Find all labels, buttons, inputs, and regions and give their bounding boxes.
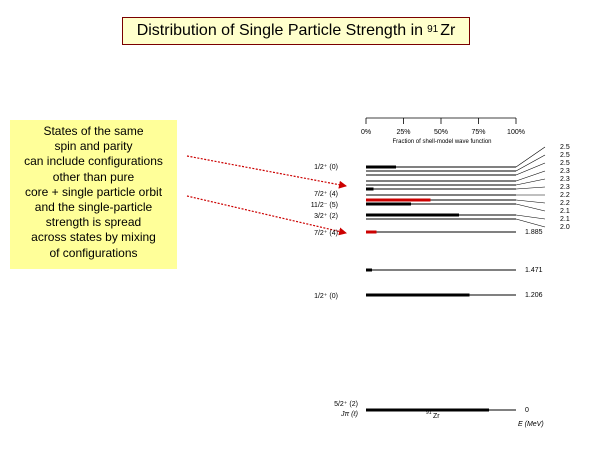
fan-connector bbox=[515, 146, 546, 168]
spin-parity-header: Jπ (ℓ) bbox=[340, 411, 358, 418]
energy-level: 1.471 bbox=[366, 267, 543, 274]
slide-title: Distribution of Single Particle Strength… bbox=[122, 17, 470, 45]
scale-caption: Fraction of shell-model wave function bbox=[392, 139, 491, 145]
note-line: spin and parity bbox=[54, 139, 133, 154]
scale-tick-label: 75% bbox=[471, 129, 485, 136]
scale-tick-label: 25% bbox=[396, 129, 410, 136]
level-spin-parity: 5/2⁺ (2) bbox=[334, 401, 358, 408]
fraction-scale: 0% 25% 50% 75% 100% Fraction of shell-mo… bbox=[361, 117, 525, 145]
scale-tick-label: 100% bbox=[507, 129, 525, 136]
pointer-arrow-lower bbox=[186, 195, 347, 236]
energy-label-fan: 2.5 2.5 2.5 2.3 2.3 2.3 2.2 2.2 bbox=[515, 144, 570, 231]
fan-connector bbox=[515, 199, 546, 204]
note-line: of configurations bbox=[49, 245, 138, 260]
energy-header: E (MeV) bbox=[518, 421, 544, 428]
fan-connector bbox=[515, 214, 546, 220]
fan-energy-label: 2.3 bbox=[560, 176, 570, 183]
fan-energy-label: 2.1 bbox=[560, 208, 570, 215]
energy-level: 5/2⁺ (2) 0 bbox=[334, 401, 529, 414]
note-line: States of the same bbox=[43, 124, 144, 138]
note-line: across states by mixing bbox=[31, 230, 156, 245]
fan-entry: 2.2 bbox=[516, 192, 570, 199]
fan-energy-label: 2.2 bbox=[560, 192, 570, 199]
fan-energy-label: 2.5 bbox=[560, 160, 570, 167]
note-line: can include configurations bbox=[24, 154, 163, 169]
fan-energy-label: 2.2 bbox=[560, 200, 570, 207]
nucleus-symbol: Zr bbox=[433, 413, 440, 420]
scale-tick-label: 50% bbox=[434, 129, 448, 136]
level-spin-parity: 7/2⁺ (4) bbox=[314, 191, 338, 198]
fan-connector bbox=[515, 186, 546, 190]
level-spin-parity: 11/2⁻ (5) bbox=[311, 202, 338, 209]
level-spin-parity: 1/2⁺ (0) bbox=[314, 164, 338, 171]
title-element: Zr bbox=[440, 22, 456, 39]
level-energy: 1.206 bbox=[525, 292, 543, 299]
fan-connector bbox=[515, 170, 546, 182]
title-mass-number: 91 bbox=[427, 23, 439, 35]
fan-entry: 2.1 bbox=[515, 214, 570, 223]
level-energy: 0 bbox=[525, 407, 529, 414]
level-spin-parity: 3/2⁺ (2) bbox=[314, 213, 338, 220]
fan-entry: 2.2 bbox=[515, 199, 570, 207]
fan-entry: 2.5 bbox=[515, 160, 570, 176]
nucleus-mass-number: 91 bbox=[426, 410, 432, 416]
energy-level: 7/2⁺ (4) 1.885 bbox=[314, 229, 543, 237]
note-line: strength is spread bbox=[45, 215, 142, 230]
energy-level: 11/2⁻ (5) bbox=[311, 202, 516, 209]
energy-level: 3/2⁺ (2) bbox=[314, 213, 516, 220]
title-text: Distribution of Single Particle Strength… bbox=[136, 22, 424, 39]
fan-entry: 2.1 bbox=[515, 203, 570, 215]
fan-energy-label: 2.3 bbox=[560, 168, 570, 175]
fan-connector bbox=[515, 178, 546, 186]
fan-energy-label: 2.0 bbox=[560, 224, 570, 231]
note-line: and the single-particle bbox=[34, 200, 153, 215]
note-line: other than pure bbox=[52, 169, 135, 184]
fan-connector bbox=[515, 218, 546, 228]
level-energy: 1.471 bbox=[525, 267, 543, 274]
explanation-note: States of the same spin and parity can i… bbox=[10, 120, 177, 269]
fan-energy-label: 2.1 bbox=[560, 216, 570, 223]
level-spin-parity: 7/2⁺ (4) bbox=[314, 230, 338, 237]
fan-connector bbox=[515, 154, 546, 172]
level-spin-parity: 1/2⁺ (0) bbox=[314, 293, 338, 300]
energy-level: 1/2⁺ (0) bbox=[314, 164, 516, 171]
fan-entry: 2.3 bbox=[515, 184, 570, 191]
fan-entry: 2.0 bbox=[515, 218, 570, 231]
fan-energy-label: 2.5 bbox=[560, 144, 570, 151]
fan-connector bbox=[515, 203, 546, 212]
fan-connector bbox=[515, 162, 546, 176]
energy-level: 7/2⁺ (4) bbox=[314, 187, 516, 198]
fan-entry: 2.5 bbox=[515, 144, 570, 168]
pointer-arrow-upper bbox=[186, 155, 347, 189]
energy-level: 1/2⁺ (0) 1.206 bbox=[314, 292, 543, 300]
energy-levels: 1/2⁺ (0) 7/ bbox=[311, 164, 543, 414]
fan-entry: 2.3 bbox=[515, 168, 570, 182]
level-energy: 1.885 bbox=[525, 229, 543, 236]
fan-entry: 2.3 bbox=[515, 176, 570, 186]
fan-energy-label: 2.3 bbox=[560, 184, 570, 191]
fan-entry: 2.5 bbox=[515, 152, 570, 172]
fan-energy-label: 2.5 bbox=[560, 152, 570, 159]
scale-tick-label: 0% bbox=[361, 129, 371, 136]
note-line: core + single particle orbit bbox=[24, 184, 163, 199]
